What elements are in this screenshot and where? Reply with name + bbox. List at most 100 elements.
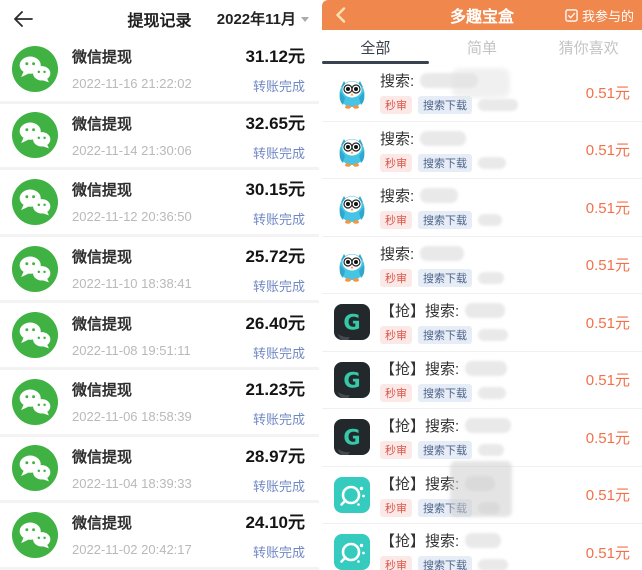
instant-review-badge: 秒审: [380, 211, 412, 230]
task-row[interactable]: 搜索: 秒审 搜索下载 0.51元: [322, 179, 642, 237]
record-amount: 30.15元: [245, 180, 305, 200]
task-reward: 0.51元: [585, 84, 630, 102]
ring-app-icon: [334, 534, 370, 570]
record-datetime: 2022-11-04 18:39:33: [72, 475, 192, 491]
task-title: 【抢】搜索:: [380, 360, 460, 378]
record-status: 转账完成: [252, 412, 305, 428]
record-datetime: 2022-11-16 21:22:02: [72, 76, 192, 92]
month-filter-label: 2022年11月: [216, 11, 296, 28]
g-app-icon: [334, 304, 370, 340]
task-title: 搜索:: [380, 245, 415, 263]
instant-review-badge: 秒审: [380, 441, 412, 460]
record-status: 转账完成: [252, 545, 305, 561]
instant-review-badge: 秒审: [380, 153, 412, 172]
record-datetime: 2022-11-10 18:38:41: [72, 276, 192, 292]
record-amount: 24.10元: [245, 513, 305, 533]
task-reward: 0.51元: [585, 487, 630, 505]
tab-simple[interactable]: 简单: [467, 39, 498, 57]
task-title: 搜索:: [380, 188, 415, 206]
search-download-badge: 搜索下载: [418, 268, 472, 287]
my-participated-label: 我参与的: [581, 8, 634, 24]
record-amount: 21.23元: [245, 380, 305, 400]
task-title: 【抢】搜索:: [380, 303, 460, 321]
owl-mascot-icon: [334, 74, 370, 110]
instant-review-badge: 秒审: [380, 383, 412, 402]
censored-text: [465, 360, 508, 376]
withdraw-record-row[interactable]: 微信提现 2022-11-06 18:58:39 21.23元 转账完成: [0, 369, 319, 437]
censored-text: [465, 418, 512, 434]
owl-mascot-icon: [334, 189, 370, 225]
task-reward: 0.51元: [585, 544, 630, 562]
record-status: 转账完成: [252, 79, 305, 95]
instant-review-badge: 秒审: [380, 96, 412, 115]
record-title: 微信提现: [72, 515, 133, 533]
ring-app-icon: [334, 477, 370, 513]
my-participated-button[interactable]: 我参与的: [565, 6, 634, 25]
task-title: 搜索:: [380, 73, 415, 91]
task-reward: 0.51元: [585, 314, 630, 332]
search-download-badge: 搜索下载: [418, 556, 472, 570]
record-datetime: 2022-11-12 20:36:50: [72, 209, 192, 225]
withdraw-record-row[interactable]: 微信提现 2022-11-16 21:22:02 31.12元 转账完成: [0, 37, 319, 104]
instant-review-badge: 秒审: [380, 326, 412, 345]
task-title: 搜索:: [380, 130, 415, 148]
task-row[interactable]: 【抢】搜索: 秒审 搜索下载 0.51元: [322, 409, 642, 467]
censored-area: [450, 460, 512, 517]
task-reward: 0.51元: [585, 372, 630, 390]
wechat-icon: [12, 379, 58, 425]
instant-review-badge: 秒审: [380, 556, 412, 570]
search-download-badge: 搜索下载: [418, 383, 472, 402]
withdraw-record-row[interactable]: 微信提现 2022-11-04 18:39:33 28.97元 转账完成: [0, 436, 319, 504]
task-row[interactable]: 搜索: 秒审 搜索下载 0.51元: [322, 64, 642, 122]
record-datetime: 2022-11-06 18:58:39: [72, 409, 192, 425]
task-row[interactable]: 【抢】搜索: 秒审 搜索下载 0.51元: [322, 351, 642, 409]
tab-guess-you-like[interactable]: 猜你喜欢: [558, 39, 619, 57]
task-row[interactable]: 【抢】搜索: 秒审 搜索下载 0.51元: [322, 460, 642, 524]
tab-bar: 全部 简单 猜你喜欢: [322, 30, 642, 64]
censored-text: [420, 130, 467, 146]
task-row[interactable]: 【抢】搜索: 秒审 搜索下载 0.51元: [322, 294, 642, 352]
instant-review-badge: 秒审: [380, 268, 412, 287]
censored-text: [478, 444, 504, 457]
search-download-badge: 搜索下载: [418, 441, 472, 460]
search-download-badge: 搜索下载: [418, 153, 472, 172]
active-tab-indicator: [322, 61, 429, 64]
tab-all[interactable]: 全部: [360, 39, 391, 57]
censored-text: [420, 245, 465, 261]
task-reward: 0.51元: [585, 199, 630, 217]
withdraw-record-row[interactable]: 微信提现 2022-11-02 20:42:17 24.10元 转账完成: [0, 503, 319, 570]
task-row[interactable]: 【抢】搜索: 秒审 搜索下载 0.51元: [322, 524, 642, 570]
task-title: 【抢】搜索:: [380, 533, 460, 551]
month-filter[interactable]: 2022年11月: [217, 8, 309, 29]
task-title: 【抢】搜索:: [380, 475, 460, 493]
wechat-icon: [12, 246, 58, 292]
censored-text: [478, 214, 502, 227]
withdraw-record-row[interactable]: 微信提现 2022-11-08 19:51:11 26.40元 转账完成: [0, 303, 319, 370]
search-download-badge: 搜索下载: [418, 326, 472, 345]
censored-text: [478, 386, 506, 399]
wechat-icon: [12, 46, 58, 92]
wechat-icon: [12, 512, 58, 558]
record-status: 转账完成: [252, 345, 305, 361]
record-title: 微信提现: [72, 382, 133, 400]
record-amount: 32.65元: [245, 113, 305, 133]
record-status: 转账完成: [252, 478, 305, 494]
task-row[interactable]: 搜索: 秒审 搜索下载 0.51元: [322, 121, 642, 179]
record-datetime: 2022-11-02 20:42:17: [72, 542, 192, 558]
task-title: 【抢】搜索:: [380, 418, 460, 436]
censored-text: [465, 533, 502, 549]
checklist-icon: [565, 9, 578, 22]
back-arrow-icon[interactable]: [10, 6, 36, 32]
withdraw-record-row[interactable]: 微信提现 2022-11-10 18:38:41 25.72元 转账完成: [0, 236, 319, 304]
instant-review-badge: 秒审: [380, 498, 412, 517]
wechat-icon: [12, 112, 58, 158]
task-box-header: 多趣宝盒 我参与的: [322, 0, 642, 30]
record-status: 转账完成: [252, 279, 305, 295]
task-row[interactable]: 搜索: 秒审 搜索下载 0.51元: [322, 236, 642, 294]
task-reward: 0.51元: [585, 257, 630, 275]
chevron-left-icon[interactable]: [330, 5, 350, 25]
withdraw-record-row[interactable]: 微信提现 2022-11-12 20:36:50 30.15元 转账完成: [0, 170, 319, 237]
withdraw-record-row[interactable]: 微信提现 2022-11-14 21:30:06 32.65元 转账完成: [0, 103, 319, 171]
task-reward: 0.51元: [585, 142, 630, 160]
